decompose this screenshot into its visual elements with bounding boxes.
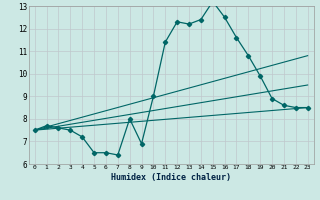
X-axis label: Humidex (Indice chaleur): Humidex (Indice chaleur) <box>111 173 231 182</box>
